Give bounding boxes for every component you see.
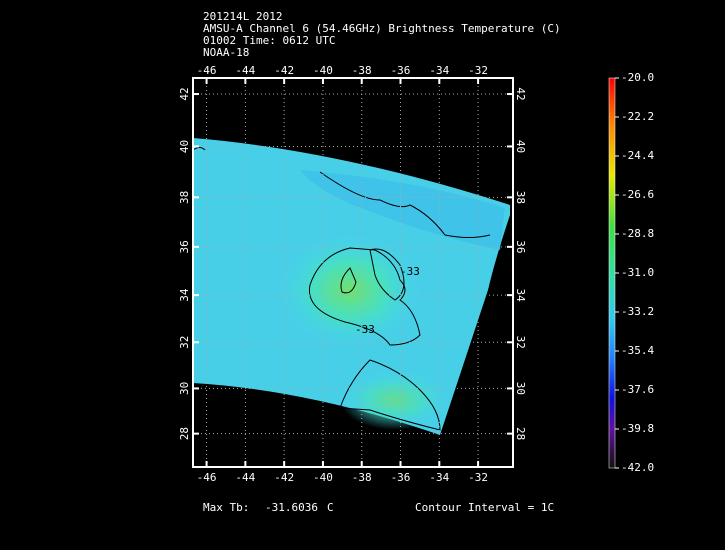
y-tick-label: 36 xyxy=(514,240,527,253)
colorbar-label: -35.4 xyxy=(621,344,654,357)
colorbar-label: -33.2 xyxy=(621,305,654,318)
colorbar-label: -28.8 xyxy=(621,227,654,240)
y-tick-label: 32 xyxy=(514,336,527,349)
y-tick-label: 38 xyxy=(514,191,527,204)
colorbar-label: -22.2 xyxy=(621,110,654,123)
x-tick-label: -46 xyxy=(197,471,217,484)
y-tick-label: 34 xyxy=(514,289,527,303)
y-tick-label: 34 xyxy=(178,288,191,302)
header-line: AMSU-A Channel 6 (54.46GHz) Brightness T… xyxy=(203,22,561,35)
header-line: 201214L 2012 xyxy=(203,10,282,23)
contour xyxy=(339,359,441,431)
colorbar-label: -39.8 xyxy=(621,422,654,435)
colorbar xyxy=(608,77,616,469)
y-tick-label: 28 xyxy=(514,427,527,440)
x-tick-label: -34 xyxy=(429,471,449,484)
max-tb-label: Max Tb: xyxy=(203,501,249,514)
x-tick-label: -36 xyxy=(391,64,411,77)
contour-label: -33 xyxy=(355,323,375,336)
y-tick-label: 36 xyxy=(178,240,191,253)
x-tick-label: -40 xyxy=(313,471,333,484)
header-line: 01002 Time: 0612 UTC xyxy=(203,34,335,47)
contour xyxy=(192,147,491,238)
colorbar-label: -24.4 xyxy=(621,149,654,162)
max-tb-value: -31.6036 xyxy=(265,501,318,514)
x-tick-label: -38 xyxy=(352,471,372,484)
y-tick-label: 42 xyxy=(514,87,527,100)
contour xyxy=(369,248,405,301)
colorbar-label: -26.6 xyxy=(621,188,654,201)
y-tick-label: 32 xyxy=(178,336,191,349)
swath-warm xyxy=(280,235,420,345)
x-tick-label: -42 xyxy=(274,64,294,77)
colorbar-label: -37.6 xyxy=(621,383,654,396)
contour-label: -33 xyxy=(400,265,420,278)
header: 201214L 2012 AMSU-A Channel 6 (54.46GHz)… xyxy=(203,10,561,59)
x-tick-label: -34 xyxy=(429,64,449,77)
contour xyxy=(340,267,357,294)
colorbar-label: -42.0 xyxy=(621,461,654,474)
y-tick-label: 30 xyxy=(178,382,191,395)
x-tick-label: -36 xyxy=(391,471,411,484)
swath: -33 -33 xyxy=(192,138,510,435)
y-tick-label: 42 xyxy=(178,87,191,100)
colorbar-label: -31.0 xyxy=(621,266,654,279)
contours xyxy=(192,147,491,431)
header-line: NOAA-18 xyxy=(203,46,249,59)
x-tick-label: -38 xyxy=(352,64,372,77)
max-tb-unit: C xyxy=(327,501,334,514)
y-tick-label: 30 xyxy=(514,382,527,395)
x-tick-label: -44 xyxy=(235,64,255,77)
map-frame xyxy=(192,77,514,468)
x-tick-label: -42 xyxy=(274,471,294,484)
y-tick-label: 40 xyxy=(514,140,527,153)
y-tick-label: 38 xyxy=(178,191,191,204)
y-tick-label: 40 xyxy=(178,140,191,153)
x-tick-label: -44 xyxy=(235,471,255,484)
x-tick-label: -40 xyxy=(313,64,333,77)
swath-warm xyxy=(340,370,450,430)
x-tick-label: -46 xyxy=(197,64,217,77)
x-tick-label: -32 xyxy=(468,64,488,77)
x-tick-label: -32 xyxy=(468,471,488,484)
y-tick-label: 28 xyxy=(178,427,191,440)
contour-interval: Contour Interval = 1C xyxy=(415,501,554,514)
footer: Max Tb: -31.6036 C Contour Interval = 1C xyxy=(203,501,554,514)
swath-cool xyxy=(300,170,505,250)
colorbar-label: -20.0 xyxy=(621,71,654,84)
